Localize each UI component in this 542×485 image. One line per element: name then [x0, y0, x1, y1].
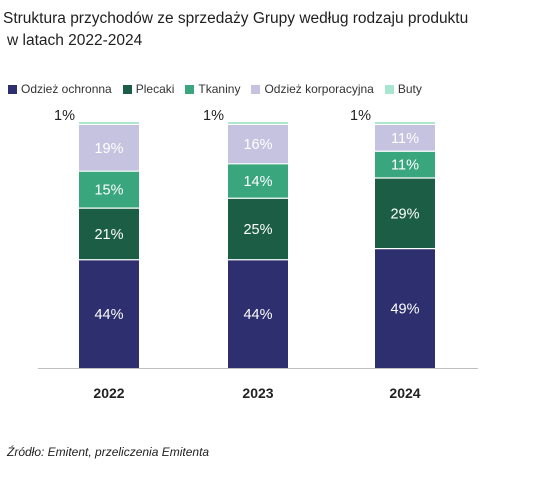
legend-item: Odzież ochronna — [8, 82, 112, 96]
data-label: 1% — [54, 108, 75, 124]
bar-segment — [375, 178, 435, 249]
legend-item: Plecaki — [122, 82, 175, 96]
data-label: 16% — [243, 137, 272, 153]
bar-segment — [79, 208, 139, 260]
category-label: 2023 — [242, 385, 273, 401]
legend-swatch — [8, 84, 17, 94]
data-label: 11% — [391, 158, 419, 174]
legend-item: Buty — [384, 82, 422, 96]
data-label: 29% — [390, 206, 419, 222]
data-label: 21% — [94, 227, 123, 243]
chart-title-line2: w latach 2022-2024 — [7, 32, 143, 49]
data-label: 44% — [243, 307, 272, 323]
bar-segment — [228, 198, 288, 260]
legend-swatch — [384, 84, 394, 94]
bar-segment — [375, 122, 435, 125]
bar-segment — [228, 259, 288, 368]
legend-swatch — [122, 84, 132, 94]
stacked-bar-chart: 44% 21% 15% 19% 1% 2022 44% 25% 14% 16% 1% 2023 49% 2… — [38, 108, 478, 401]
chart-title-line1: Struktura przychodów ze sprzedaży Grupy … — [3, 10, 469, 27]
bar-segment — [79, 122, 139, 125]
bar-segment — [375, 248, 435, 368]
legend-item: Odzież korporacyjna — [251, 82, 374, 96]
data-label: 44% — [94, 307, 123, 323]
data-label: 1% — [350, 108, 371, 124]
bar-segment — [79, 124, 139, 172]
category-label: 2024 — [389, 385, 420, 401]
legend-label: Tkaniny — [198, 82, 241, 96]
legend-label: Odzież ochronna — [21, 82, 112, 96]
legend-item: Tkaniny — [185, 82, 240, 96]
data-label: 25% — [243, 222, 272, 238]
category-label: 2022 — [93, 385, 124, 401]
data-label: 19% — [94, 141, 123, 157]
bar-segment — [228, 124, 288, 164]
bar-segment — [228, 122, 288, 125]
legend-swatch — [185, 84, 195, 94]
chart-title: Struktura przychodów ze sprzedaży Grupy … — [3, 8, 533, 52]
source-note: Źródło: Emitent, przeliczenia Emitenta — [7, 445, 210, 459]
data-label: 11% — [391, 131, 419, 147]
bar-segment — [79, 259, 139, 368]
bar-segment — [79, 171, 139, 209]
data-label: 15% — [94, 183, 123, 199]
chart-legend: Odzież ochronna Plecaki Tkaniny Odzież korp… — [8, 80, 433, 98]
data-label: 1% — [203, 108, 224, 124]
legend-label: Plecaki — [135, 82, 175, 96]
legend-swatch — [251, 84, 261, 94]
bar-segment — [375, 124, 435, 152]
bar-segment — [228, 163, 288, 199]
data-label: 49% — [390, 301, 419, 317]
legend-label: Odzież korporacyjna — [264, 82, 374, 96]
legend-label: Buty — [397, 82, 422, 96]
bar-segment — [375, 151, 435, 179]
data-label: 14% — [243, 174, 272, 190]
